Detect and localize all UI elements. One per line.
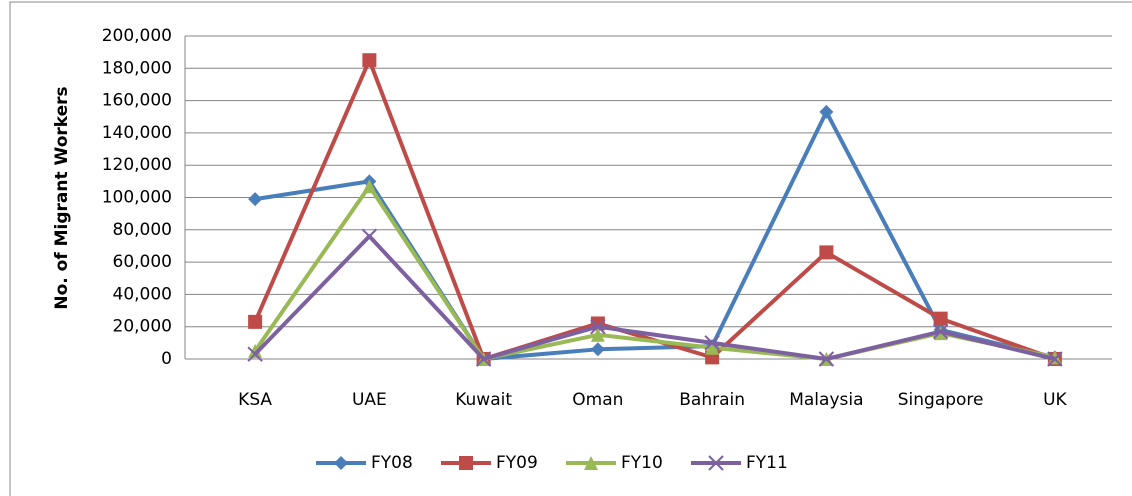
x-tick-label: Kuwait (455, 390, 512, 410)
marker (247, 346, 263, 362)
y-tick-label: 80,000 (113, 220, 172, 240)
legend-label: FY09 (496, 453, 538, 473)
x-tick-label: UK (1043, 390, 1067, 410)
marker (704, 335, 720, 351)
legend-label: FY08 (371, 453, 413, 473)
x-tick-label: Malaysia (789, 390, 863, 410)
marker (362, 179, 377, 194)
marker (590, 318, 606, 335)
y-tick-label: 180,000 (102, 58, 172, 78)
marker (248, 192, 263, 207)
marker (932, 323, 949, 340)
marker (459, 456, 473, 470)
y-tick-label: 200,000 (102, 26, 172, 46)
series-line (254, 109, 1056, 361)
y-tick-label: 20,000 (113, 317, 172, 337)
marker (362, 53, 377, 68)
marker (819, 104, 834, 119)
marker (475, 351, 492, 367)
x-tick-label: UAE (352, 390, 387, 410)
series-line (253, 234, 1056, 361)
x-tick-label: Oman (572, 390, 623, 410)
x-tick-label: KSA (238, 390, 272, 410)
marker (708, 455, 724, 471)
marker (705, 340, 720, 355)
marker (584, 456, 598, 470)
y-tick-label: 0 (161, 349, 172, 369)
marker (248, 343, 263, 358)
x-tick-label: Bahrain (679, 390, 745, 410)
y-tick-label: 160,000 (102, 91, 172, 111)
y-tick-label: 120,000 (102, 155, 172, 175)
marker (818, 351, 835, 367)
y-axis-label: No. of Migrant Workers (52, 86, 72, 309)
marker (361, 228, 378, 244)
legend-label: FY10 (621, 453, 663, 473)
y-tick-label: 60,000 (113, 252, 172, 272)
y-tick-label: 140,000 (102, 123, 172, 143)
chart-frame (9, 1, 1132, 496)
marker (590, 342, 605, 357)
marker (248, 314, 263, 329)
y-tick-label: 100,000 (102, 188, 172, 208)
marker (590, 327, 605, 342)
marker (334, 456, 348, 470)
y-tick-label: 40,000 (113, 284, 172, 304)
x-tick-label: Singapore (898, 390, 984, 410)
marker (1047, 351, 1063, 367)
legend-label: FY11 (746, 453, 788, 473)
marker (933, 311, 948, 326)
marker (819, 245, 834, 260)
